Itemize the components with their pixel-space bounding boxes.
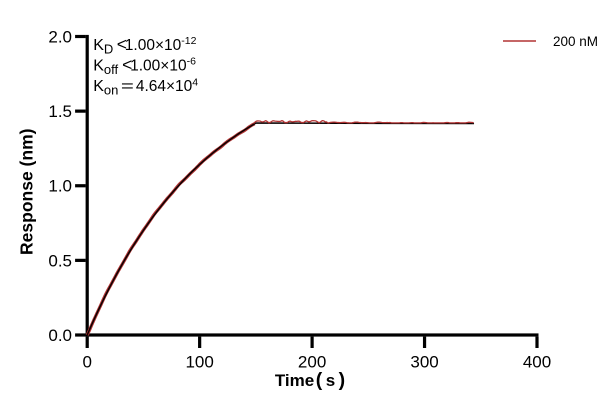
svg-text:Response (nm): Response (nm) bbox=[16, 129, 36, 255]
svg-text:KD<1.00×10-12: KD <1.00×10-12 bbox=[93, 34, 196, 57]
svg-text:2.0: 2.0 bbox=[48, 27, 72, 46]
svg-text:100: 100 bbox=[185, 353, 213, 372]
svg-text:0: 0 bbox=[82, 353, 91, 372]
svg-text:0.0: 0.0 bbox=[48, 326, 72, 345]
svg-text:0.5: 0.5 bbox=[48, 251, 72, 270]
svg-text:400: 400 bbox=[523, 353, 551, 372]
svg-text:1.5: 1.5 bbox=[48, 102, 72, 121]
svg-text:1.0: 1.0 bbox=[48, 177, 72, 196]
svg-text:Time(s): Time(s) bbox=[275, 369, 345, 391]
svg-text:200: 200 bbox=[298, 353, 326, 372]
svg-text:300: 300 bbox=[410, 353, 438, 372]
svg-text:200 nM: 200 nM bbox=[553, 34, 598, 49]
